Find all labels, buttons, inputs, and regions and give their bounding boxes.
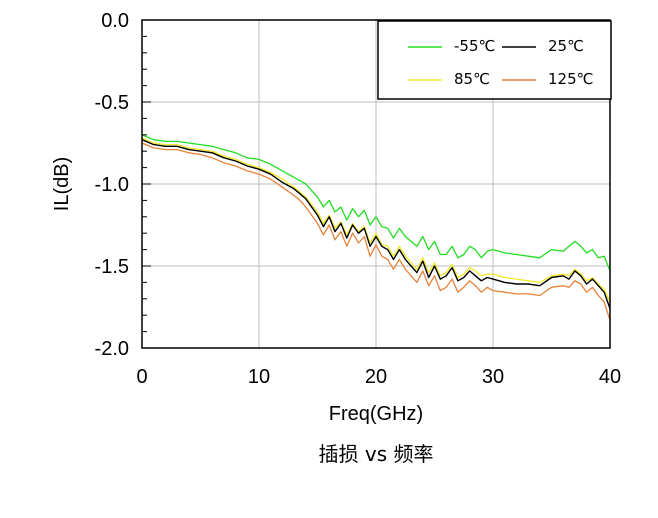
- legend: -55℃ 25℃ 85℃ 125℃: [377, 20, 612, 100]
- y-tick-label: -1.0: [95, 174, 129, 196]
- y-axis-title: IL(dB): [51, 157, 73, 211]
- x-tick-label: 10: [248, 366, 270, 388]
- y-tick-labels: 0.0 -0.5 -1.0 -1.5 -2.0: [95, 10, 129, 360]
- x-tick-label: 30: [482, 366, 504, 388]
- series-line-3: [141, 142, 611, 321]
- legend-label: -55℃: [454, 37, 495, 55]
- series-line-1: [141, 139, 611, 309]
- x-tick-label: 40: [599, 366, 621, 388]
- series-layer: [141, 134, 611, 321]
- x-tick-label: 0: [136, 366, 147, 388]
- series-line-2: [141, 137, 611, 303]
- y-minor-ticks: [142, 19, 151, 349]
- y-tick-label: -1.5: [95, 256, 129, 278]
- chart-caption: 插损 vs 频率: [319, 442, 434, 466]
- y-tick-label: 0.0: [101, 10, 129, 32]
- legend-label: 125℃: [548, 70, 593, 88]
- x-tick-labels: 0 10 20 30 40: [136, 366, 621, 388]
- legend-box: [377, 20, 612, 100]
- x-axis-title: Freq(GHz): [329, 403, 423, 425]
- legend-label: 85℃: [454, 70, 490, 88]
- legend-label: 25℃: [548, 37, 584, 55]
- y-tick-label: -2.0: [95, 338, 129, 360]
- y-tick-label: -0.5: [95, 92, 129, 114]
- series-line-0: [141, 134, 611, 272]
- x-tick-label: 20: [365, 366, 387, 388]
